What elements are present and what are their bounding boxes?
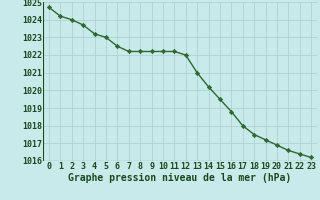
X-axis label: Graphe pression niveau de la mer (hPa): Graphe pression niveau de la mer (hPa) <box>68 173 292 183</box>
